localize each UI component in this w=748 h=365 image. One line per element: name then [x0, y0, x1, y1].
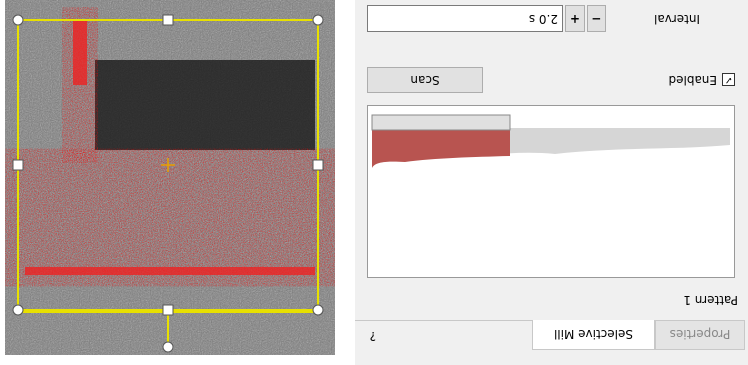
plus-button[interactable]: +: [565, 5, 585, 32]
tab-strip: [355, 320, 532, 350]
enabled-checkbox[interactable]: ✓ Enabled: [669, 73, 736, 87]
properties-panel: Properties Selective Mill ? Pattern 1 ✓ …: [355, 0, 748, 365]
scan-button[interactable]: Scan: [367, 67, 483, 93]
screen: Properties Selective Mill ? Pattern 1 ✓ …: [0, 0, 748, 365]
enabled-label: Enabled: [669, 73, 718, 87]
pattern-label: Pattern 1: [683, 293, 738, 307]
help[interactable]: ?: [370, 329, 376, 343]
interval-label: Interval: [654, 12, 700, 26]
tab-active[interactable]: Selective Mill: [532, 320, 655, 350]
histogram: [367, 105, 735, 278]
beam-image: [5, 0, 335, 355]
interval-input[interactable]: 2.0 s: [367, 5, 563, 32]
checkbox[interactable]: ✓: [722, 74, 735, 87]
minus-button[interactable]: −: [587, 5, 606, 32]
tab[interactable]: Properties: [655, 320, 745, 350]
